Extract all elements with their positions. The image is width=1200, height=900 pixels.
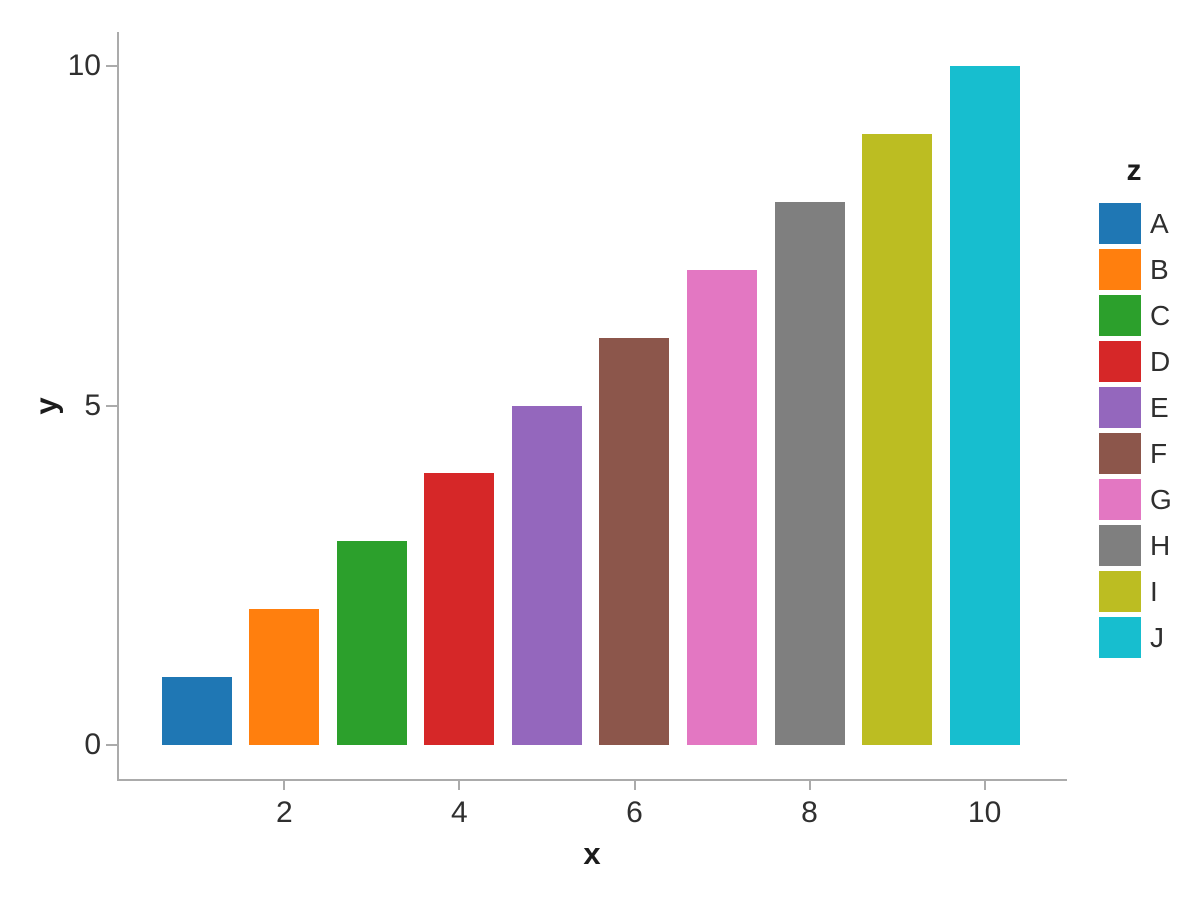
legend-label: J [1150,622,1164,653]
x-tick-label: 4 [451,796,468,829]
bar-H [774,201,845,746]
legend-label: A [1150,208,1169,239]
bar-I [862,133,932,746]
legend-label: H [1150,530,1171,561]
x-tick-mark [633,781,636,790]
bar-A [161,677,232,745]
bar-F [599,337,670,746]
legend-swatch [1099,341,1141,382]
bar-E [511,405,582,745]
bar-G [687,269,757,746]
legend-swatch [1099,433,1141,474]
legend-swatch [1099,479,1141,520]
y-tick-mark [106,744,117,746]
legend-label: B [1150,254,1169,285]
bar-D [424,473,495,745]
legend-swatch [1099,571,1141,612]
y-tick-mark [106,404,117,407]
bar-C [336,541,407,745]
x-axis-title: x [583,836,601,871]
y-axis-line [117,32,119,781]
x-tick-mark [808,781,811,790]
y-axis-title: y [28,396,64,415]
x-tick-mark [458,781,461,790]
legend-title: z [1126,154,1142,187]
legend-swatch [1099,249,1141,290]
legend-swatch [1099,617,1141,658]
y-tick-label: 5 [84,388,101,422]
legend-label: D [1150,346,1171,377]
x-axis-line [117,779,1067,781]
legend-label: E [1150,392,1169,423]
x-tick-label: 6 [626,796,643,829]
y-tick-label: 10 [67,49,101,82]
x-tick-mark [283,781,286,790]
y-tick-mark [106,65,117,67]
x-tick-label: 10 [967,796,1002,829]
x-tick-label: 8 [801,796,818,829]
legend-swatch [1099,525,1141,566]
legend-label: C [1150,300,1171,331]
y-tick-label: 0 [84,728,101,761]
legend-label: F [1150,438,1168,469]
x-tick-mark [983,781,986,790]
legend-swatch [1099,203,1141,244]
legend-swatch [1099,387,1141,428]
legend-label: G [1150,484,1172,515]
bar-J [949,66,1020,746]
legend-label: I [1150,576,1158,607]
x-tick-label: 2 [275,796,293,829]
legend-swatch [1099,295,1141,336]
bar-B [249,609,320,745]
